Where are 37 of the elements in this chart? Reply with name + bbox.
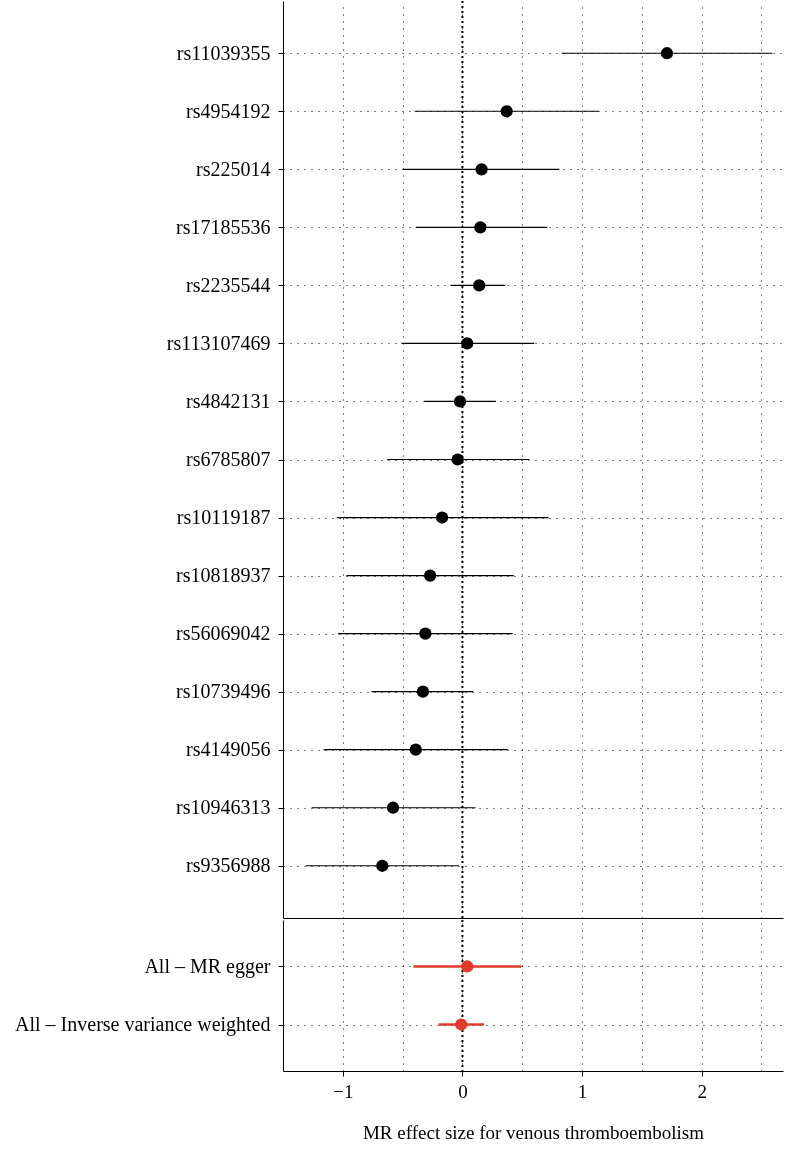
x-tick-label: 0: [458, 1080, 468, 1102]
y-tick-label: rs2235544: [186, 273, 271, 296]
y-tick-label: rs17185536: [176, 215, 271, 238]
y-tick-label: rs11039355: [176, 41, 271, 64]
point: [409, 743, 422, 756]
y-tick-label: rs4954192: [186, 99, 271, 122]
point: [660, 47, 674, 60]
point: [475, 163, 488, 176]
x-tick-label: 1: [577, 1080, 588, 1102]
point: [453, 395, 467, 408]
y-tick-label: rs6785807: [186, 448, 271, 470]
y-tick-label: rs113107469: [166, 331, 271, 354]
point: [419, 627, 432, 640]
y-tick-label: rs4149056: [186, 738, 271, 761]
point: [461, 337, 474, 350]
y-tick-label: rs10119187: [176, 506, 271, 529]
y-tick-label: rs10739496: [176, 680, 271, 703]
y-tick-label: rs225014: [196, 157, 271, 180]
point: [435, 511, 449, 524]
x-tick-label: 2: [697, 1080, 707, 1102]
y-tick-label: All – Inverse variance weighted: [15, 1013, 271, 1037]
y-tick-label: rs10818937: [176, 564, 271, 587]
point: [451, 453, 464, 466]
y-tick-label: rs9356988: [186, 854, 271, 877]
point: [500, 105, 513, 118]
point: [376, 859, 389, 872]
point: [424, 569, 437, 582]
y-tick-label: rs10946313: [176, 796, 271, 819]
x-tick-label: −1: [333, 1080, 354, 1102]
y-tick-label: All – MR egger: [144, 954, 271, 978]
y-tick-label: rs4842131: [186, 389, 271, 412]
x-axis-title: MR effect size for venous thromboembolism: [362, 1121, 705, 1143]
point: [474, 221, 487, 234]
point: [473, 279, 486, 292]
point: [416, 685, 430, 698]
point: [386, 801, 400, 814]
y-tick-label: rs56069042: [176, 622, 271, 645]
